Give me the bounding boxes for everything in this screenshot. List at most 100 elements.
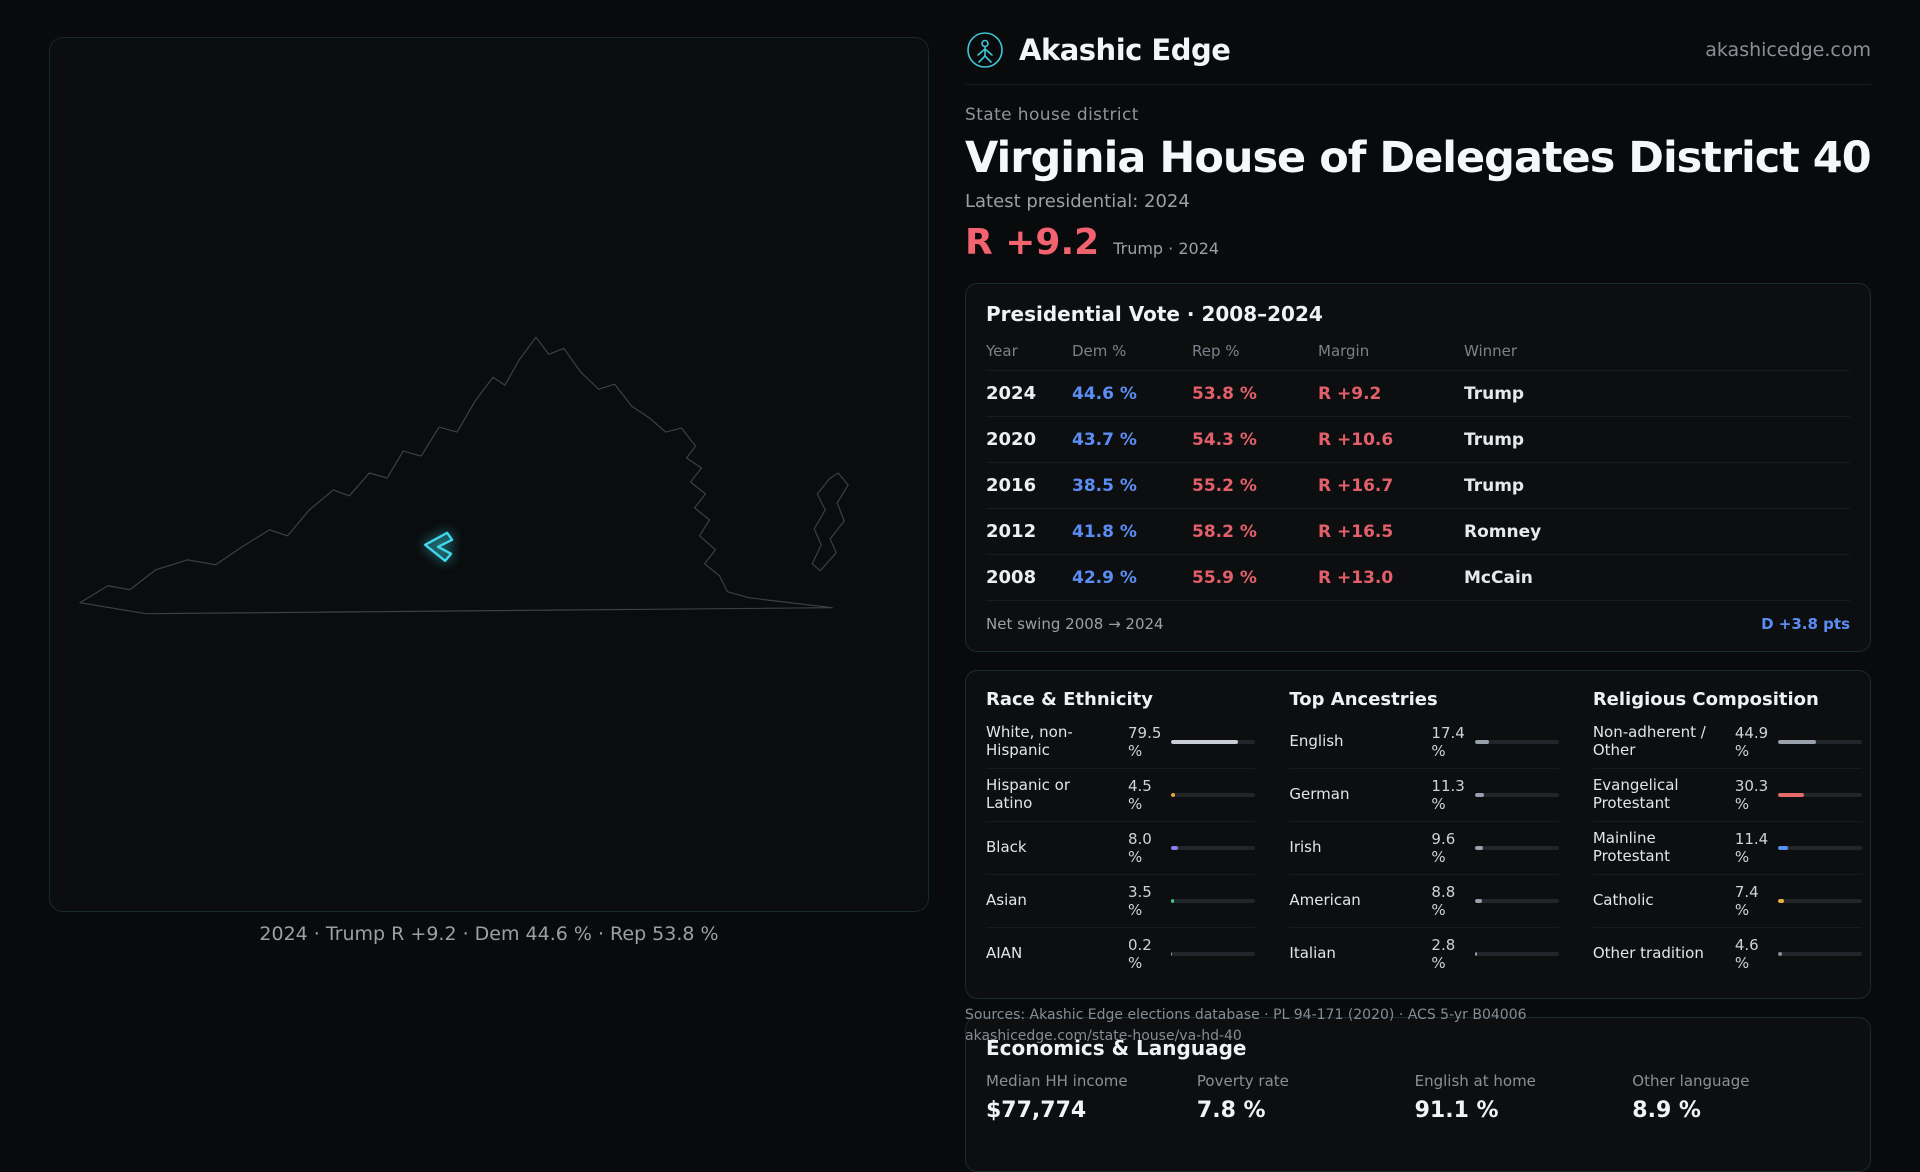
headline-margin-value: R +9.2 bbox=[965, 222, 1099, 263]
brand-home-link[interactable]: Akashic Edge bbox=[965, 30, 1230, 70]
stat-label: Median HH income bbox=[986, 1072, 1197, 1090]
ancestry-label: Italian bbox=[1289, 945, 1421, 963]
stat-median-hh-income: Median HH income $77,774 bbox=[986, 1072, 1197, 1153]
religion-label: Evangelical Protestant bbox=[1593, 777, 1725, 812]
cell-winner: Trump bbox=[1464, 476, 1850, 496]
race-label: AIAN bbox=[986, 945, 1118, 963]
race-bar bbox=[1171, 846, 1255, 850]
ancestry-label: German bbox=[1289, 786, 1421, 804]
list-item: Black 8.0 % bbox=[986, 822, 1255, 875]
cell-rep: 54.3 % bbox=[1192, 430, 1318, 450]
cell-rep: 58.2 % bbox=[1192, 522, 1318, 542]
religion-bar bbox=[1778, 952, 1862, 956]
list-item: AIAN 0.2 % bbox=[986, 928, 1255, 980]
ancestry-value: 17.4 % bbox=[1431, 724, 1464, 760]
list-item: Hispanic or Latino 4.5 % bbox=[986, 769, 1255, 822]
cell-dem: 41.8 % bbox=[1072, 522, 1192, 542]
race-bar-fill bbox=[1171, 899, 1174, 903]
ancestry-bar-fill bbox=[1475, 952, 1477, 956]
religion-bar-fill bbox=[1778, 793, 1803, 797]
table-row: 2012 41.8 % 58.2 % R +16.5 Romney bbox=[986, 509, 1850, 555]
list-item: Non-adherent / Other 44.9 % bbox=[1593, 716, 1862, 769]
cell-margin: R +13.0 bbox=[1318, 568, 1464, 588]
district-highlight[interactable] bbox=[425, 533, 452, 561]
col-year: Year bbox=[986, 342, 1072, 360]
cell-winner: McCain bbox=[1464, 568, 1850, 588]
religion-value: 44.9 % bbox=[1735, 724, 1768, 760]
religion-bar bbox=[1778, 846, 1862, 850]
cell-rep: 53.8 % bbox=[1192, 384, 1318, 404]
ancestry-value: 8.8 % bbox=[1431, 883, 1464, 919]
race-ethnicity-section: Race & Ethnicity White, non-Hispanic 79.… bbox=[986, 689, 1255, 980]
list-item: English 17.4 % bbox=[1289, 716, 1558, 769]
cell-dem: 44.6 % bbox=[1072, 384, 1192, 404]
list-item: Evangelical Protestant 30.3 % bbox=[1593, 769, 1862, 822]
ancestry-value: 2.8 % bbox=[1431, 936, 1464, 972]
col-dem: Dem % bbox=[1072, 342, 1192, 360]
race-value: 79.5 % bbox=[1128, 724, 1161, 760]
col-rep: Rep % bbox=[1192, 342, 1318, 360]
page-title: Virginia House of Delegates District 40 bbox=[965, 133, 1920, 183]
religion-label: Catholic bbox=[1593, 892, 1725, 910]
permalink-link[interactable]: akashicedge.com/state-house/va-hd-40 bbox=[965, 1026, 1527, 1047]
stat-value: $77,774 bbox=[986, 1098, 1197, 1153]
ancestry-bar-fill bbox=[1475, 740, 1490, 744]
ancestry-bar bbox=[1475, 740, 1559, 744]
district-type-kicker: State house district bbox=[965, 105, 1920, 125]
presidential-vote-card: Presidential Vote · 2008–2024 Year Dem %… bbox=[965, 283, 1871, 652]
stat-value: 8.9 % bbox=[1632, 1098, 1850, 1153]
demographics-card: Race & Ethnicity White, non-Hispanic 79.… bbox=[965, 670, 1871, 999]
race-label: Hispanic or Latino bbox=[986, 777, 1118, 812]
religion-bar-fill bbox=[1778, 846, 1788, 850]
religion-value: 11.4 % bbox=[1735, 830, 1768, 866]
list-item: Catholic 7.4 % bbox=[1593, 875, 1862, 928]
religion-bar-fill bbox=[1778, 899, 1784, 903]
religion-bar-fill bbox=[1778, 740, 1816, 744]
table-row: 2016 38.5 % 55.2 % R +16.7 Trump bbox=[986, 463, 1850, 509]
religion-label: Mainline Protestant bbox=[1593, 830, 1725, 865]
race-value: 8.0 % bbox=[1128, 830, 1161, 866]
ancestry-bar bbox=[1475, 793, 1559, 797]
akashic-edge-logo-icon bbox=[965, 30, 1005, 70]
virginia-map[interactable] bbox=[50, 38, 928, 911]
religion-value: 4.6 % bbox=[1735, 936, 1768, 972]
race-label: Asian bbox=[986, 892, 1118, 910]
religion-label: Other tradition bbox=[1593, 945, 1725, 963]
col-winner: Winner bbox=[1464, 342, 1850, 360]
stat-other-language: Other language 8.9 % bbox=[1632, 1072, 1850, 1153]
stat-value: 7.8 % bbox=[1197, 1098, 1415, 1153]
list-item: Asian 3.5 % bbox=[986, 875, 1255, 928]
headline-margin-detail: Trump · 2024 bbox=[1113, 239, 1219, 258]
cell-winner: Romney bbox=[1464, 522, 1850, 542]
race-bar bbox=[1171, 952, 1255, 956]
sources-footer: Sources: Akashic Edge elections database… bbox=[965, 1005, 1527, 1047]
col-margin: Margin bbox=[1318, 342, 1464, 360]
table-row: 2020 43.7 % 54.3 % R +10.6 Trump bbox=[986, 417, 1850, 463]
list-item: Italian 2.8 % bbox=[1289, 928, 1558, 980]
stat-english-at-home: English at home 91.1 % bbox=[1415, 1072, 1633, 1153]
cell-year: 2012 bbox=[986, 521, 1072, 542]
race-value: 0.2 % bbox=[1128, 936, 1161, 972]
religion-bar-fill bbox=[1778, 952, 1782, 956]
race-section-title: Race & Ethnicity bbox=[986, 689, 1255, 710]
race-bar-fill bbox=[1171, 793, 1175, 797]
sources-line: Sources: Akashic Edge elections database… bbox=[965, 1005, 1527, 1026]
race-value: 4.5 % bbox=[1128, 777, 1161, 813]
stat-label: Other language bbox=[1632, 1072, 1850, 1090]
cell-margin: R +16.5 bbox=[1318, 522, 1464, 542]
religion-value: 7.4 % bbox=[1735, 883, 1768, 919]
ancestries-section-title: Top Ancestries bbox=[1289, 689, 1558, 710]
economics-stats-row: Median HH income $77,774 Poverty rate 7.… bbox=[986, 1072, 1850, 1153]
cell-rep: 55.9 % bbox=[1192, 568, 1318, 588]
site-domain-link[interactable]: akashicedge.com bbox=[1705, 39, 1871, 61]
ancestry-bar bbox=[1475, 952, 1559, 956]
net-swing-value: D +3.8 pts bbox=[1761, 615, 1850, 633]
ancestry-label: English bbox=[1289, 733, 1421, 751]
cell-dem: 38.5 % bbox=[1072, 476, 1192, 496]
religion-section: Religious Composition Non-adherent / Oth… bbox=[1593, 689, 1862, 980]
cell-margin: R +9.2 bbox=[1318, 384, 1464, 404]
stat-value: 91.1 % bbox=[1415, 1098, 1633, 1153]
race-bar-fill bbox=[1171, 740, 1238, 744]
list-item: Other tradition 4.6 % bbox=[1593, 928, 1862, 980]
net-swing-label: Net swing 2008 → 2024 bbox=[986, 615, 1164, 633]
